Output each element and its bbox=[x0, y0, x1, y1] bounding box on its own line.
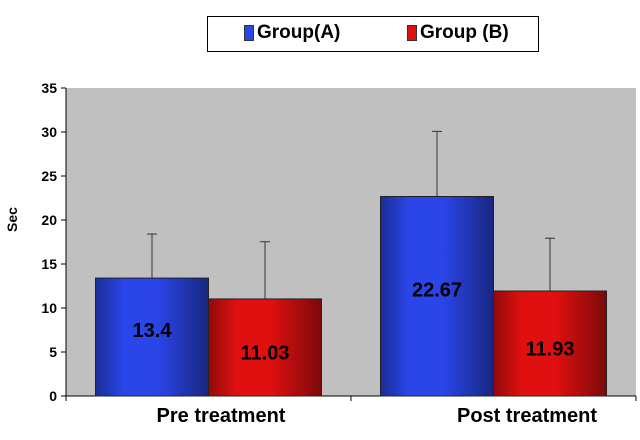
legend-swatch-group-b bbox=[407, 25, 417, 41]
bar-a-post bbox=[380, 196, 494, 397]
legend-item-group-a: Group(A) bbox=[244, 22, 340, 44]
data-label-a-post: 22.67 bbox=[412, 279, 462, 301]
bar-b-pre bbox=[208, 298, 322, 397]
legend-item-group-b: Group (B) bbox=[407, 22, 509, 44]
x-category-label-pre: Pre treatment bbox=[156, 405, 286, 427]
legend-swatch-group-a bbox=[244, 25, 254, 41]
data-label-a-pre: 13.4 bbox=[133, 320, 173, 342]
y-tick-label-20: 20 bbox=[41, 212, 57, 228]
bar-a-pre bbox=[95, 277, 209, 397]
y-axis-title: Sec bbox=[4, 207, 20, 232]
y-tick-label-5: 5 bbox=[49, 344, 57, 360]
legend-label-group-b: Group (B) bbox=[420, 22, 509, 43]
legend: Group(A) Group (B) bbox=[207, 16, 539, 52]
data-label-b-pre: 11.03 bbox=[241, 342, 290, 364]
y-tick-label-30: 30 bbox=[41, 124, 57, 140]
bar-b-post bbox=[493, 290, 607, 397]
x-category-label-post: Post treatment bbox=[456, 405, 598, 427]
y-tick-label-0: 0 bbox=[49, 388, 57, 404]
data-label-b-post: 11.93 bbox=[526, 339, 575, 361]
y-tick-label-15: 15 bbox=[41, 256, 57, 272]
legend-label-group-a: Group(A) bbox=[257, 22, 341, 43]
y-tick-label-25: 25 bbox=[41, 168, 57, 184]
y-tick-label-35: 35 bbox=[41, 80, 57, 96]
y-tick-label-10: 10 bbox=[41, 300, 57, 316]
